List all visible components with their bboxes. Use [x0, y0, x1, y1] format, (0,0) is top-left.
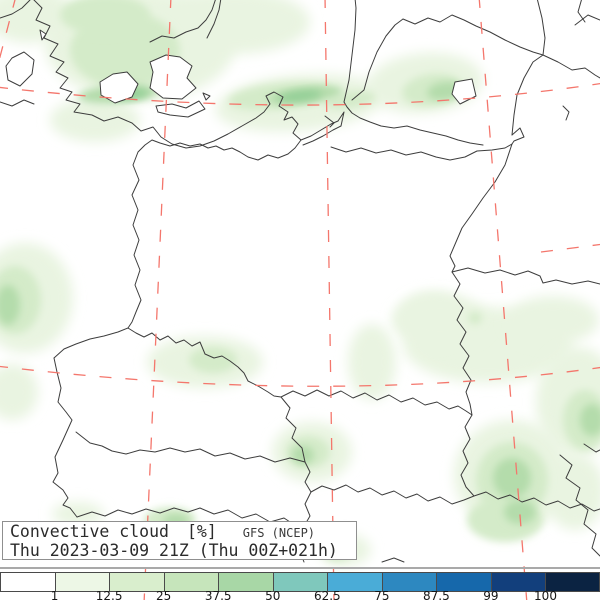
border-poland-slovakia: [280, 389, 473, 416]
coastline-left-edge-2: [0, 99, 35, 107]
coastline-vistula-spit: [302, 111, 345, 146]
border-poland-ukraine: [451, 271, 473, 416]
cloud-blob: [0, 285, 20, 325]
colorbar-tick-label: 100: [534, 589, 557, 600]
border-ukraine-hungary: [460, 414, 475, 497]
colorbar-cell: [272, 572, 328, 592]
colorbar-cell: [490, 572, 546, 592]
colorbar-cell: [436, 572, 491, 592]
cloud-blob: [493, 458, 531, 498]
border-poland-belarus: [449, 143, 513, 273]
coastline-hel: [324, 115, 335, 128]
border-czech-austria: [75, 431, 306, 463]
border-ukraine-romania: [559, 454, 600, 557]
cloud-blob: [504, 500, 536, 524]
colorbar-tick-label: 62.5: [313, 589, 341, 600]
border-kaliningrad-loop: [511, 127, 525, 145]
unit-label: [%]: [186, 522, 217, 541]
colorbar-cell: [109, 572, 164, 592]
island-marks-ne: [562, 105, 570, 121]
island-funen: [99, 71, 139, 104]
colorbar-cell: [381, 572, 437, 592]
cloud-blob: [60, 0, 150, 35]
cloud-blob: [507, 296, 599, 344]
cloud-blob: [189, 347, 237, 373]
cloud-blob: [52, 502, 104, 526]
border-belarus-ukraine: [451, 267, 600, 285]
cloud-blob: [392, 294, 488, 346]
colorbar-cell: [327, 572, 382, 592]
cloud-blob: [348, 324, 396, 400]
colorbar-tick-label: 37.5: [204, 589, 232, 600]
border-czech-west: [52, 357, 78, 518]
coastline-lithuania: [343, 101, 484, 146]
colorbar-divider: [0, 567, 600, 569]
title-line: Convective cloud [%] GFS (NCEP): [10, 523, 356, 542]
map-title-box: Convective cloud [%] GFS (NCEP) Thu 2023…: [2, 521, 357, 560]
country-borders-layer: [0, 0, 600, 563]
coastline-oresund: [206, 0, 222, 39]
cloud-blob: [50, 98, 140, 142]
cloud-blob: [545, 454, 600, 530]
border-lithuania-latvia: [402, 14, 600, 79]
island-als-ring: [5, 51, 35, 87]
colorbar-tick-label: 99: [483, 589, 499, 600]
coastline-curonian-lagoon: [351, 18, 404, 101]
graticule-line: [0, 82, 600, 106]
island-bornholm: [451, 78, 477, 105]
colorbar-tick-label: 75: [374, 589, 390, 600]
cloud-blob: [278, 90, 322, 102]
model-label: GFS (NCEP): [242, 526, 316, 540]
colorbar-cell: [0, 572, 55, 592]
island-small-a: [39, 29, 47, 41]
border-czech-slovakia: [280, 396, 306, 463]
parameter-label: Convective cloud: [10, 522, 169, 541]
border-se-corner: [583, 443, 600, 453]
border-kaliningrad: [330, 143, 513, 161]
graticule-line: [540, 243, 600, 253]
border-germany-poland: [127, 139, 302, 329]
coastline-denmark-germany: [33, 0, 339, 149]
colorbar-tick-label: 1: [50, 589, 59, 600]
cloud-blob: [580, 404, 600, 436]
border-lithuania-belarus: [511, 0, 546, 136]
colorbar-cell: [218, 572, 273, 592]
coastline-sweden: [149, 0, 216, 43]
graticule-line: [0, 365, 600, 387]
border-czech-north: [53, 327, 282, 398]
island-lolland: [155, 100, 206, 118]
colorbar-cell: [54, 572, 110, 592]
border-latvia-ne: [574, 14, 600, 26]
cloud-blob: [0, 364, 38, 420]
colorbar-tick-label: 25: [156, 589, 172, 600]
island-zealand: [149, 54, 197, 100]
cloud-blob: [160, 0, 310, 54]
valid-time-line: Thu 2023-03-09 21Z (Thu 00Z+021h): [10, 541, 338, 560]
colorbar-tick-label: 87.5: [423, 589, 450, 600]
island-moen: [202, 92, 211, 101]
colorbar-cell: [163, 572, 219, 592]
coastline-curonian-spit: [343, 0, 357, 103]
colorbar-tick-label: 12.5: [95, 589, 123, 600]
colorbar-tick-label: 50: [265, 589, 281, 600]
border-latvia-ne-2: [577, 0, 586, 23]
cloud-blob: [0, 0, 75, 43]
colorbar: [0, 572, 600, 592]
cloud-shading-layer: [0, 0, 600, 566]
colorbar-labels: 1 12.5 25 37.5 50 62.5 75 87.5 99 100: [0, 589, 600, 600]
border-fragment-south: [381, 557, 405, 563]
coastline-left-edge: [0, 0, 31, 19]
border-slovakia-hungary: [304, 461, 600, 512]
cloud-blob: [468, 312, 482, 324]
